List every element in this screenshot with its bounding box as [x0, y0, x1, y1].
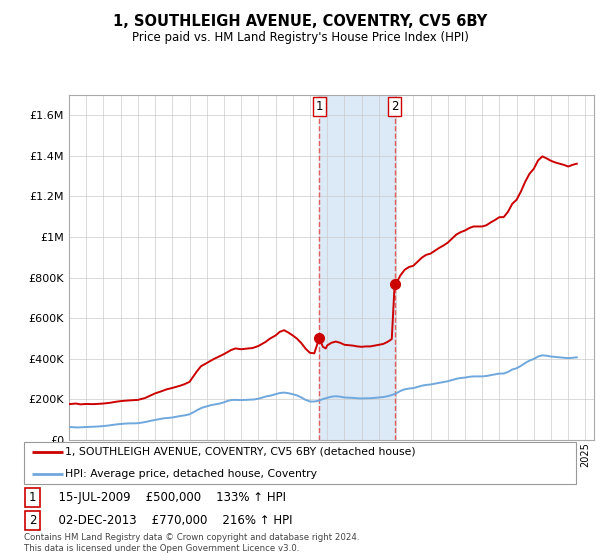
Text: 02-DEC-2013    £770,000    216% ↑ HPI: 02-DEC-2013 £770,000 216% ↑ HPI [51, 514, 293, 527]
FancyBboxPatch shape [25, 511, 40, 530]
Text: 2: 2 [29, 514, 36, 527]
FancyBboxPatch shape [25, 488, 40, 507]
Text: 1: 1 [316, 100, 323, 113]
FancyBboxPatch shape [24, 442, 576, 484]
Text: Price paid vs. HM Land Registry's House Price Index (HPI): Price paid vs. HM Land Registry's House … [131, 31, 469, 44]
Text: 1, SOUTHLEIGH AVENUE, COVENTRY, CV5 6BY: 1, SOUTHLEIGH AVENUE, COVENTRY, CV5 6BY [113, 14, 487, 29]
Bar [319, 95, 395, 440]
Text: 15-JUL-2009    £500,000    133% ↑ HPI: 15-JUL-2009 £500,000 133% ↑ HPI [51, 491, 286, 504]
Text: HPI: Average price, detached house, Coventry: HPI: Average price, detached house, Cove… [65, 469, 317, 479]
Text: Contains HM Land Registry data © Crown copyright and database right 2024.
This d: Contains HM Land Registry data © Crown c… [24, 533, 359, 553]
Text: 2: 2 [391, 100, 398, 113]
Text: 1: 1 [29, 491, 36, 504]
Text: 1, SOUTHLEIGH AVENUE, COVENTRY, CV5 6BY (detached house): 1, SOUTHLEIGH AVENUE, COVENTRY, CV5 6BY … [65, 447, 416, 456]
